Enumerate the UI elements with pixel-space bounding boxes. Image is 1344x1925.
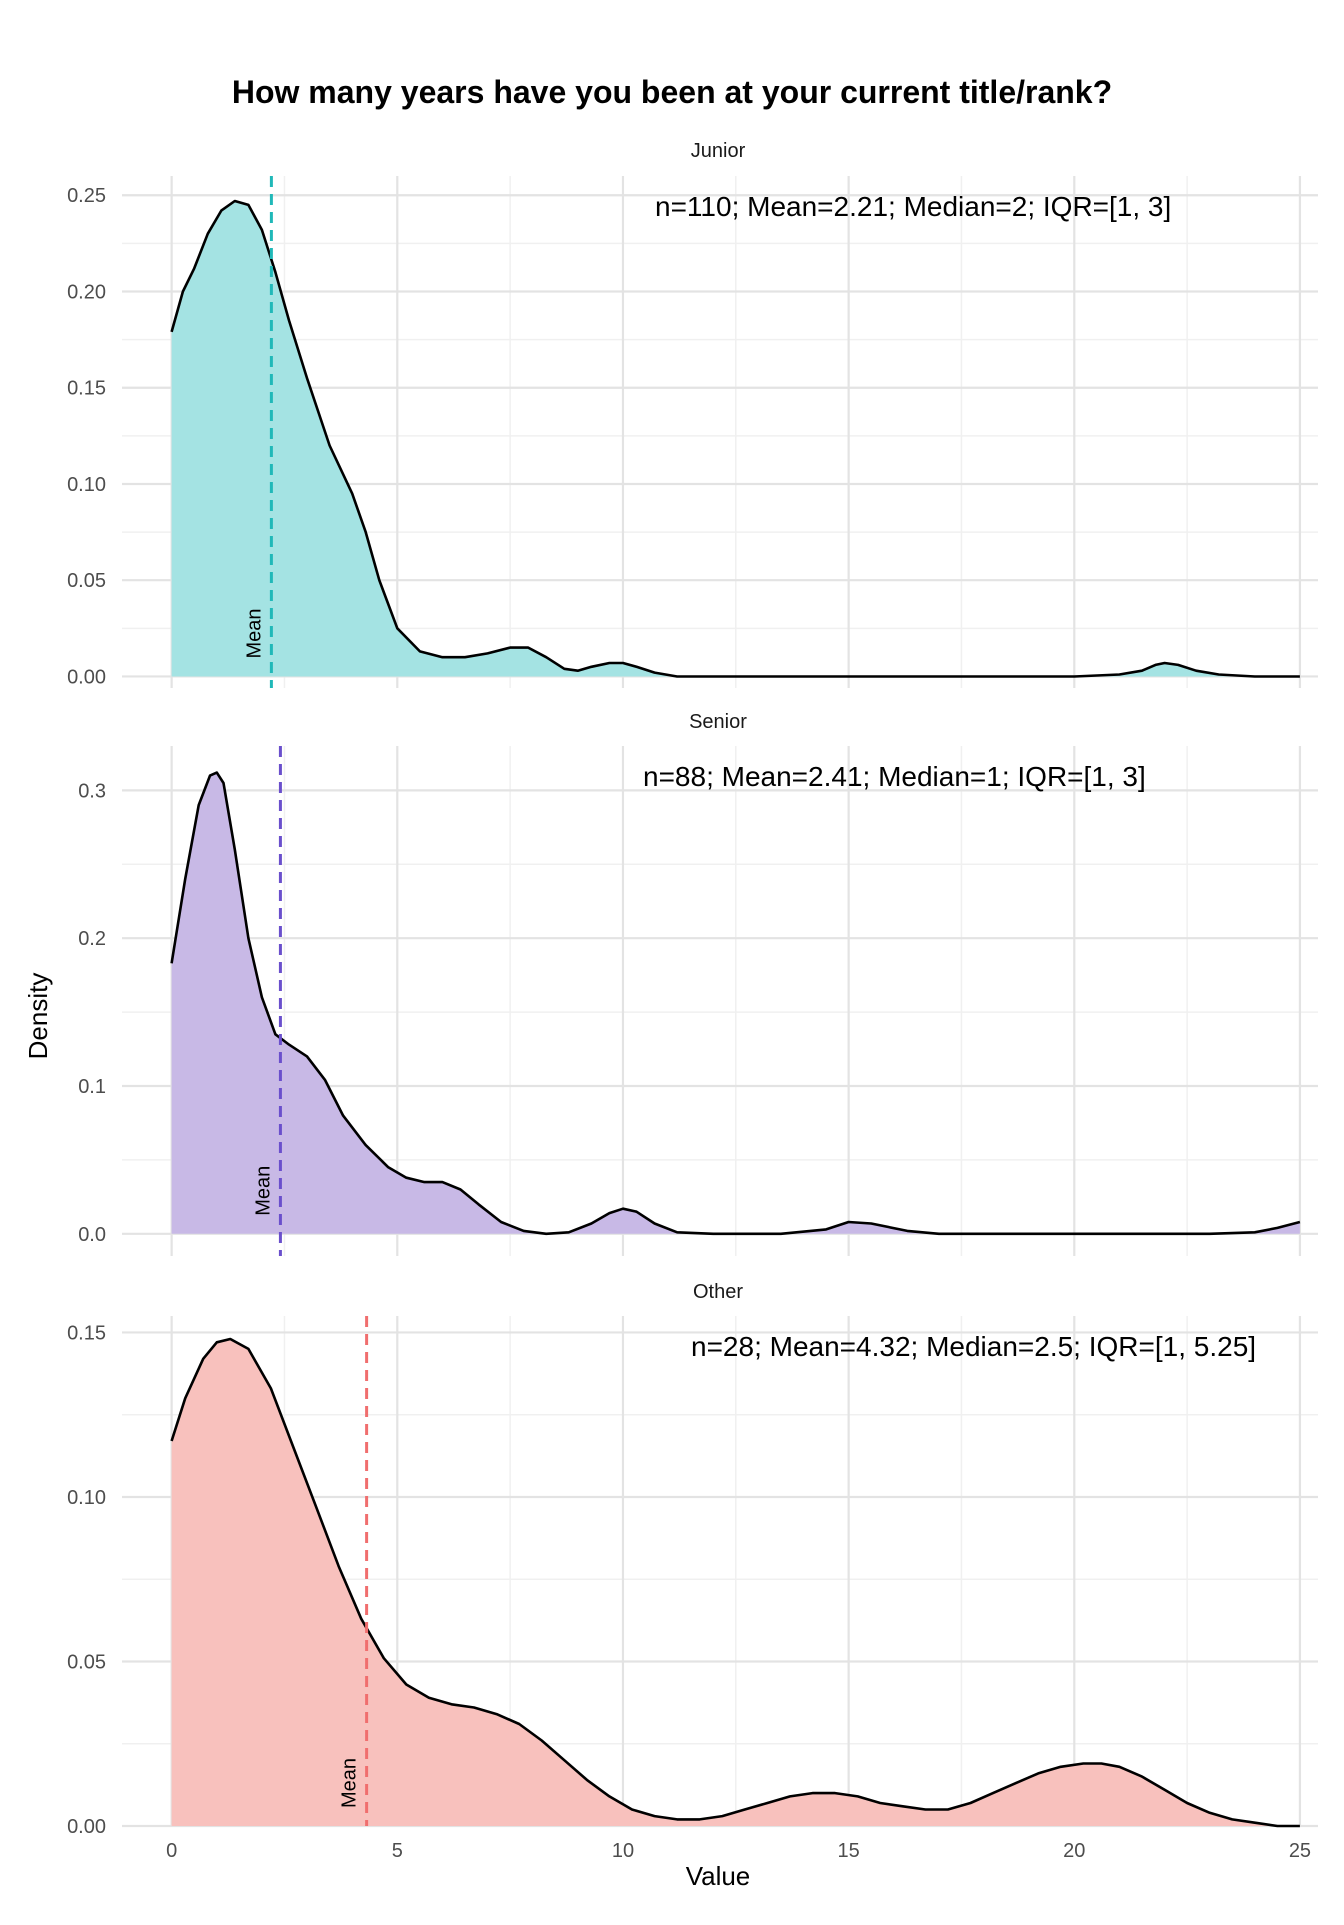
y-tick-label: 0.3 [78, 780, 106, 802]
x-axis-title: Value [686, 1861, 751, 1891]
y-tick-label: 0.10 [67, 1487, 106, 1509]
panel-strip-label: Senior [689, 711, 747, 733]
y-tick-label: 0.25 [67, 185, 106, 207]
x-tick-label: 10 [612, 1840, 634, 1862]
y-tick-label: 0.1 [78, 1076, 106, 1098]
y-axis-title: Density [23, 973, 53, 1060]
stats-annotation: n=28; Mean=4.32; Median=2.5; IQR=[1, 5.2… [691, 1331, 1256, 1362]
mean-line-label: Mean [339, 1758, 361, 1808]
y-tick-label: 0.05 [67, 1651, 106, 1673]
y-tick-label: 0.0 [78, 1224, 106, 1246]
y-tick-label: 0.15 [67, 1322, 106, 1344]
mean-line-label: Mean [243, 608, 265, 658]
y-tick-label: 0.15 [67, 378, 106, 400]
panel-strip-label: Other [693, 1281, 743, 1303]
y-tick-label: 0.05 [67, 570, 106, 592]
y-tick-label: 0.20 [67, 281, 106, 303]
density-line [170, 199, 1300, 678]
density-line [170, 771, 1301, 1236]
panels-layer: Junior Mean n=110; Mean=2.21; Median=2; IQ… [67, 140, 1318, 1862]
mean-line-label: Mean [252, 1166, 274, 1216]
stats-annotation: n=110; Mean=2.21; Median=2; IQR=[1, 3] [655, 191, 1171, 222]
stats-annotation: n=88; Mean=2.41; Median=1; IQR=[1, 3] [643, 761, 1146, 792]
panel-other: Other Mean n=28; Mean=4.32; Median=2.5; IQ… [67, 1281, 1318, 1838]
x-tick-label: 5 [392, 1840, 403, 1862]
y-tick-label: 0.00 [67, 1816, 106, 1838]
y-tick-label: 0.2 [78, 928, 106, 950]
x-tick-label: 20 [1063, 1840, 1085, 1862]
x-tick-label: 15 [838, 1840, 860, 1862]
y-tick-label: 0.00 [67, 666, 106, 688]
density-area [171, 772, 1300, 1234]
density-line [170, 1337, 1300, 1828]
density-area [171, 1339, 1300, 1826]
panel-junior: Junior Mean n=110; Mean=2.21; Median=2; IQ… [67, 140, 1318, 688]
density-area [171, 201, 1300, 677]
chart-title: How many years have you been at your cur… [232, 74, 1112, 110]
y-tick-label: 0.10 [67, 474, 106, 496]
panel-strip-label: Junior [691, 140, 746, 162]
panel-senior: Senior Mean n=88; Mean=2.41; Median=1; IQR… [78, 711, 1318, 1256]
x-tick-label: 0 [166, 1840, 177, 1862]
x-tick-label: 25 [1289, 1840, 1311, 1862]
